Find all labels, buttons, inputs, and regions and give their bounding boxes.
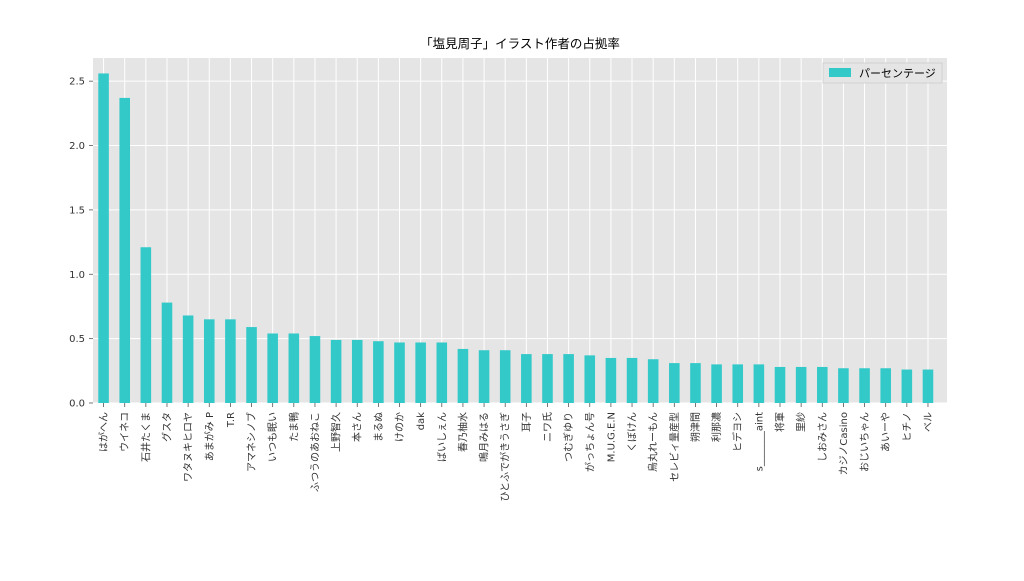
bar	[732, 364, 744, 403]
bar	[605, 357, 617, 403]
x-tick-label: 将軍	[775, 412, 787, 432]
x-tick-label: 春乃柚水	[456, 412, 469, 452]
bar	[563, 354, 574, 403]
bar	[795, 366, 807, 403]
x-tick-label: カジノCasino	[838, 412, 850, 475]
bar	[436, 342, 448, 403]
chart-title: 「塩見周子」イラスト作者の占拠率	[420, 36, 620, 51]
x-tick-label: ヒチノ	[901, 412, 913, 442]
x-tick-label: アマネシノブ	[245, 412, 258, 472]
plot-background	[93, 58, 947, 403]
x-tick-label: あいーや	[880, 412, 892, 452]
bar	[203, 319, 215, 403]
y-axis-ticks: 0.0 0.5 1.0 1.5 2.0 2.5	[69, 77, 93, 410]
bar	[98, 73, 109, 404]
x-tick-label: 朔津間	[689, 412, 702, 442]
x-tick-label: ベル	[922, 412, 934, 432]
x-tick-label: まるぬ	[373, 412, 385, 442]
x-tick-label: ニワ氏	[542, 412, 554, 442]
y-tick-label: 1.5	[69, 205, 85, 216]
x-tick-label: 耳子	[521, 412, 533, 432]
x-tick-label: 上野智久	[330, 412, 343, 452]
x-tick-label: 鳴月みはる	[478, 412, 491, 462]
y-tick-label: 2.5	[69, 77, 85, 88]
legend-swatch	[829, 68, 851, 77]
legend-label: パーセンテージ	[859, 67, 936, 80]
x-tick-label: がっちょん号	[583, 412, 596, 472]
bar	[647, 359, 659, 403]
x-tick-label: たま鴨	[287, 412, 300, 442]
x-tick-label: くぼけん	[627, 412, 639, 452]
legend: パーセンテージ	[822, 62, 943, 84]
bar	[288, 333, 300, 403]
x-tick-label: しおみさん	[817, 412, 829, 462]
bar	[774, 366, 786, 403]
bar	[267, 333, 278, 403]
bar	[711, 364, 722, 403]
bar	[521, 354, 532, 403]
bar	[753, 364, 765, 403]
y-tick-label: 1.0	[69, 270, 85, 281]
bar	[394, 342, 405, 403]
x-tick-label: ふつうのあおねこ	[309, 412, 321, 492]
x-tick-label: 本さん	[351, 412, 364, 442]
bar	[373, 341, 384, 403]
x-tick-label: けのか	[394, 412, 406, 442]
bar	[542, 354, 553, 403]
bar	[246, 327, 257, 403]
x-tick-label: 烏丸れーもん	[647, 412, 660, 472]
x-tick-label: 利那濃	[710, 412, 723, 442]
bar	[499, 350, 511, 403]
bar	[140, 247, 152, 403]
y-tick-label: 2.0	[69, 141, 85, 152]
x-tick-label: おじいちゃん	[859, 412, 871, 472]
bar	[119, 97, 130, 404]
bar	[880, 368, 891, 403]
bar	[626, 357, 638, 403]
x-tick-label: T.R	[226, 412, 237, 428]
bars	[98, 73, 934, 404]
bar	[351, 339, 363, 403]
bar	[330, 339, 342, 403]
x-tick-label: いつも眠い	[267, 412, 279, 462]
x-axis-ticks: はがへん ウイネコ 石井たくま グスタ ワタヌキヒロヤ あまがみ P T.R アマネシノブ いつ…	[97, 403, 934, 502]
x-tick-label: ウイネコ	[119, 412, 131, 452]
bar	[838, 368, 849, 403]
x-tick-label: はがへん	[97, 412, 110, 452]
bar	[182, 315, 194, 403]
legend-box	[822, 62, 943, 84]
bar	[901, 369, 913, 403]
x-tick-label: グスタ	[160, 412, 173, 442]
x-tick-label: あまがみ P	[203, 412, 216, 461]
x-tick-label: 里紗	[796, 412, 808, 432]
x-tick-label: ばいしぇん	[436, 412, 448, 462]
bar	[478, 350, 490, 403]
bar	[225, 319, 236, 403]
x-tick-label: s_______aint	[754, 412, 765, 471]
x-tick-label: ひとふでがきうさぎ	[499, 412, 512, 502]
bar	[584, 355, 596, 403]
bar	[457, 348, 469, 403]
bar	[309, 336, 321, 403]
x-tick-label: dak	[416, 412, 427, 430]
y-tick-label: 0.0	[69, 399, 85, 410]
bar	[415, 342, 426, 403]
x-tick-label: ワタヌキヒロヤ	[183, 412, 195, 482]
x-tick-label: セレビィ量産型	[668, 412, 681, 482]
bar	[922, 369, 934, 403]
bar	[859, 368, 870, 403]
y-tick-label: 0.5	[69, 334, 85, 345]
x-tick-label: 石井たくま	[139, 412, 152, 462]
x-tick-label: ヒデヨシ	[731, 412, 744, 452]
x-tick-label: つむぎゆり	[562, 412, 575, 462]
bar	[669, 363, 680, 403]
bar	[161, 302, 173, 403]
x-tick-label: M.U.G.E.N	[606, 412, 617, 462]
bar	[816, 366, 828, 403]
bar	[690, 363, 701, 403]
